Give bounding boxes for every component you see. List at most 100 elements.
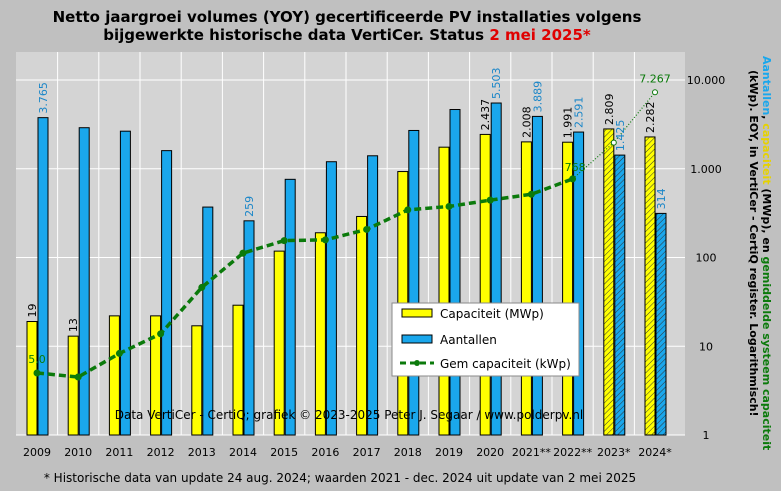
data-label-avg: 5,0 (28, 353, 46, 366)
bar-capacity (438, 146, 450, 436)
x-tick-label: 2015 (270, 446, 298, 459)
avg-line-point (239, 249, 247, 257)
avg-line-point (280, 237, 288, 245)
chart-title-line2: bijgewerkte historische data VertiCer. S… (103, 26, 591, 44)
x-axis-ticks: 2009 2010 2011 2012 2013 2014 2015 2016 2017 2018… (23, 446, 672, 459)
y-tick-label: 10 (699, 340, 713, 353)
side-label-line2: (kWp). EOY, in VertiCer - CertiQ registe… (747, 70, 760, 417)
bar-count (408, 129, 420, 436)
x-tick-label: 2014 (229, 446, 257, 459)
svg-text:Aantallen, capaciteit (MWp), e: Aantallen, capaciteit (MWp), en gemiddel… (760, 56, 773, 450)
x-tick-label: 2023* (597, 446, 631, 459)
bar-count (490, 102, 502, 436)
bar-capacity (191, 325, 203, 436)
data-label-avg-extension: 7.267 (639, 72, 671, 85)
bar-capacity (273, 250, 285, 436)
data-label-capacity: 2.282 (644, 101, 657, 133)
data-label-count: 259 (243, 196, 256, 217)
legend-label-count: Aantallen (440, 333, 497, 347)
x-tick-label: 2010 (64, 446, 92, 459)
bar-count (367, 155, 379, 436)
x-tick-label: 2017 (353, 446, 381, 459)
bar-capacity (232, 304, 244, 436)
y-tick-label: 1.000 (690, 163, 722, 176)
avg-line-point (404, 206, 412, 214)
x-tick-label: 2011 (105, 446, 133, 459)
bar-count (614, 154, 626, 436)
legend-label-avg: Gem capaciteit (kWp) (440, 357, 571, 371)
y-tick-label: 10.000 (687, 74, 726, 87)
bar-capacity (520, 141, 532, 436)
bar-count (325, 161, 337, 436)
bar-capacity (356, 215, 368, 436)
chart-title-date: 2 mei 2025* (489, 26, 591, 44)
bar-capacity (479, 133, 491, 436)
legend: Capaciteit (MWp) Aantallen Gem capacitei… (391, 302, 580, 377)
avg-line-point (363, 225, 371, 233)
avg-extension-point (652, 89, 658, 96)
data-label-count: 314 (655, 188, 668, 209)
y-axis-ticks: 1 10 100 1.000 10.000 (687, 74, 726, 442)
bar-capacity (26, 321, 38, 436)
bar-count (37, 117, 49, 436)
side-label-sep: , (760, 115, 773, 123)
bars (26, 102, 667, 436)
chart-credit: Data VertiCer - CertiQ; grafiek © 2023-2… (115, 408, 584, 422)
legend-swatch-count (401, 334, 433, 344)
x-tick-label: 2024* (638, 446, 672, 459)
x-tick-label: 2018 (394, 446, 422, 459)
side-label-capaciteit: capaciteit (760, 123, 773, 184)
chart-title-line2-prefix: bijgewerkte historische data VertiCer. S… (103, 26, 489, 44)
data-label-avg: 768 (565, 161, 586, 174)
legend-marker-avg (414, 360, 420, 366)
side-axis-label-line1: Aantallen, capaciteit (MWp), en gemiddel… (760, 56, 773, 450)
bar-capacity (67, 335, 79, 436)
avg-line-point (445, 202, 453, 210)
bar-capacity (644, 136, 656, 436)
bar-capacity (150, 315, 162, 436)
data-label-count: 5.503 (490, 68, 503, 100)
legend-label-capacity: Capaciteit (MWp) (440, 307, 544, 321)
x-tick-label: 2009 (23, 446, 51, 459)
avg-line-point (198, 283, 206, 291)
data-label-capacity: 2.809 (603, 93, 616, 125)
bar-count (161, 150, 173, 436)
y-tick-label: 100 (696, 252, 717, 265)
x-tick-label: 2016 (311, 446, 339, 459)
bar-count (202, 206, 214, 436)
data-label-capacity: 13 (67, 318, 80, 332)
x-tick-label: 2022** (553, 446, 592, 459)
bar-count (284, 178, 296, 436)
data-label-capacity: 2.008 (520, 106, 533, 138)
data-label-count: 1.425 (614, 120, 627, 152)
legend-swatch-capacity (401, 308, 433, 318)
avg-line-point (157, 330, 165, 338)
x-tick-label: 2012 (147, 446, 175, 459)
bar-capacity (108, 315, 120, 436)
side-label-mid: (MWp), en (760, 185, 773, 257)
avg-line-point (74, 373, 82, 381)
data-label-capacity: 1.991 (562, 107, 575, 139)
data-label-count: 3.765 (37, 82, 50, 114)
data-label-capacity: 2.437 (479, 99, 492, 131)
avg-capacity-line (33, 89, 658, 381)
avg-line-point (527, 190, 535, 198)
chart-title-line1: Netto jaargroei volumes (YOY) gecertific… (53, 8, 642, 26)
bar-capacity (603, 128, 615, 436)
bar-count (243, 220, 255, 436)
avg-line-point (115, 349, 123, 357)
bar-count (78, 127, 90, 436)
bar-count (655, 212, 667, 436)
side-label-gemiddelde: gemiddelde systeem capaciteit (760, 257, 773, 451)
x-tick-label: 2013 (188, 446, 216, 459)
data-label-count: 2.591 (573, 97, 586, 129)
x-tick-label: 2020 (476, 446, 504, 459)
side-label-aantallen: Aantallen (760, 56, 773, 115)
bar-count (573, 131, 585, 436)
y-tick-label: 1 (703, 429, 710, 442)
bar-capacity (314, 232, 326, 436)
avg-extension-point (610, 139, 617, 146)
